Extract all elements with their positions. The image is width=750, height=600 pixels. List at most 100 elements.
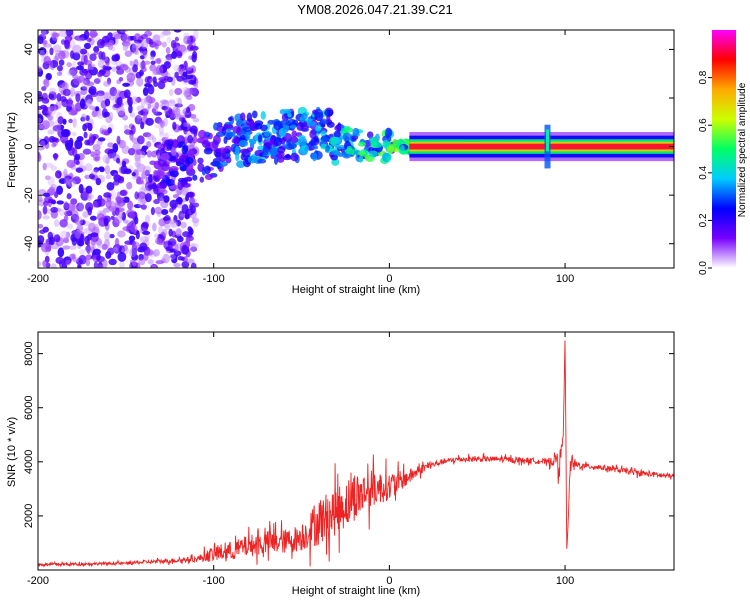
spectrogram-noise-blob xyxy=(63,211,70,217)
spectrogram-noise-blob xyxy=(145,249,154,256)
spectrogram-noise-blob xyxy=(75,167,84,173)
spectrogram-signal-blob xyxy=(311,145,319,150)
spectrogram-noise-blob xyxy=(141,171,148,180)
spectrogram-signal-blob xyxy=(282,125,289,133)
spectrogram-noise-blob xyxy=(56,65,63,72)
spectrogram-noise-blob xyxy=(150,207,156,216)
spectrogram-noise-blob xyxy=(136,77,144,87)
spectrogram-noise-blob xyxy=(50,165,58,171)
spectrogram-noise-blob xyxy=(151,103,160,108)
spectrogram-noise-blob xyxy=(187,88,196,95)
spectrogram-signal-blob xyxy=(282,108,292,114)
spectrogram-signal-blob xyxy=(217,160,228,167)
spectrogram-noise-blob xyxy=(67,202,76,212)
spectrogram-noise-blob xyxy=(134,152,141,162)
spectrogram-signal-blob xyxy=(156,144,164,149)
spectrogram-noise-blob xyxy=(182,86,190,97)
spectrogram-noise-blob xyxy=(86,99,93,108)
spectrogram-noise-blob xyxy=(86,37,92,42)
spectrogram-signal-blob xyxy=(170,147,177,156)
spectrogram-noise-blob xyxy=(74,139,83,150)
spectrogram-noise-blob xyxy=(96,140,103,146)
spectrogram-noise-blob xyxy=(142,132,152,138)
snr-x-tick-label: 100 xyxy=(556,575,574,587)
spectrogram-noise-blob xyxy=(42,205,48,215)
spectrogram-noise-blob xyxy=(178,64,185,70)
spectrogram-noise-blob xyxy=(136,163,146,173)
spectrogram-noise-blob xyxy=(128,211,136,219)
spectrogram-noise-blob xyxy=(108,258,117,266)
spectrogram-noise-blob xyxy=(56,123,61,132)
spectrogram-signal-blob xyxy=(156,182,167,189)
spectrogram-signal-blob xyxy=(177,180,184,191)
colorbar-fill xyxy=(712,30,736,268)
spectrogram-noise-blob xyxy=(49,60,59,68)
spectrogram-noise-blob xyxy=(130,224,138,233)
spectrogram-noise-blob xyxy=(102,259,108,268)
spectrogram-noise-blob xyxy=(88,133,94,143)
spectrogram-noise-blob xyxy=(162,253,170,264)
spectrogram-signal-blob xyxy=(357,151,366,156)
spectrogram-signal-blob xyxy=(301,112,308,120)
spectrogram-noise-blob xyxy=(96,255,105,263)
spectrogram-noise-blob xyxy=(108,111,114,122)
spectrogram-noise-blob xyxy=(109,36,116,43)
spectrogram-noise-blob xyxy=(38,195,43,203)
spectrogram-spike-core xyxy=(546,129,550,152)
spectrogram-noise-blob xyxy=(106,182,115,191)
spectrogram-noise-blob xyxy=(74,103,80,110)
spectrogram-signal-blob xyxy=(169,155,176,162)
spectrogram-signal-blob xyxy=(246,147,254,153)
spectrogram-noise-blob xyxy=(173,64,181,72)
spectrogram-noise-blob xyxy=(96,93,104,103)
spectrogram-signal-blob xyxy=(351,137,357,142)
spectrogram-noise-blob xyxy=(189,114,197,119)
colorbar-tick-label: 0.4 xyxy=(698,165,709,179)
spectrogram-noise-blob xyxy=(117,30,126,35)
spectrogram-signal-blob xyxy=(197,162,205,172)
spectrogram-noise-blob xyxy=(116,96,123,106)
spectrogram-noise-blob xyxy=(118,260,125,268)
spectrogram-noise-blob xyxy=(41,86,47,92)
spectrogram-signal-blob xyxy=(321,118,327,125)
spectrogram-noise-blob xyxy=(47,114,54,121)
spectrogram-signal-blob xyxy=(240,153,246,161)
spectrogram-noise-blob xyxy=(159,131,165,138)
spectrogram-noise-blob xyxy=(82,148,92,155)
spectrogram-signal-blob xyxy=(204,173,214,181)
spectrogram-noise-blob xyxy=(69,253,76,260)
spectrogram-noise-blob xyxy=(68,109,78,116)
spectrogram-signal-blob xyxy=(231,138,240,144)
spectrogram-noise-blob xyxy=(161,41,167,48)
spectrogram-noise-blob xyxy=(165,246,171,251)
spectrogram-y-tick-label: 0 xyxy=(23,144,35,150)
spectrogram-noise-blob xyxy=(184,208,194,216)
snr-x-axis: -200 -100 0 100 xyxy=(27,332,574,587)
spectrogram-signal-blob xyxy=(203,147,213,155)
spectrogram-noise-blob xyxy=(112,243,122,254)
spectrogram-noise-blob xyxy=(87,194,95,200)
spectrogram-noise-blob xyxy=(78,37,85,42)
spectrogram-noise-blob xyxy=(120,63,128,69)
spectrogram-noise-blob xyxy=(140,121,145,130)
spectrogram-noise-blob xyxy=(96,90,105,97)
spectrogram-noise-blob xyxy=(75,202,84,212)
spectrogram-noise-blob xyxy=(56,71,63,77)
spectrogram-noise-blob xyxy=(63,168,68,176)
spectrogram-signal-blob xyxy=(238,139,249,148)
spectrogram-noise-blob xyxy=(101,129,109,136)
spectrogram-noise-blob xyxy=(80,113,87,122)
spectrogram-noise-blob xyxy=(152,76,157,84)
spectrogram-noise-blob xyxy=(93,153,101,162)
spectrogram-noise-blob xyxy=(105,199,112,209)
spectrogram-noise-blob xyxy=(122,34,131,45)
spectrogram-noise-blob xyxy=(141,145,149,150)
colorbar-tick-label: 0.6 xyxy=(698,118,709,132)
spectrogram-signal-blob xyxy=(324,147,330,153)
spectrogram-noise-blob xyxy=(38,105,43,111)
spectrogram-noise-blob xyxy=(74,153,81,161)
spectrogram-noise-blob xyxy=(83,42,92,50)
spectrogram-noise-blob xyxy=(127,147,136,156)
spectrogram-signal-blob xyxy=(364,154,370,160)
spectrogram-noise-blob xyxy=(66,193,72,200)
